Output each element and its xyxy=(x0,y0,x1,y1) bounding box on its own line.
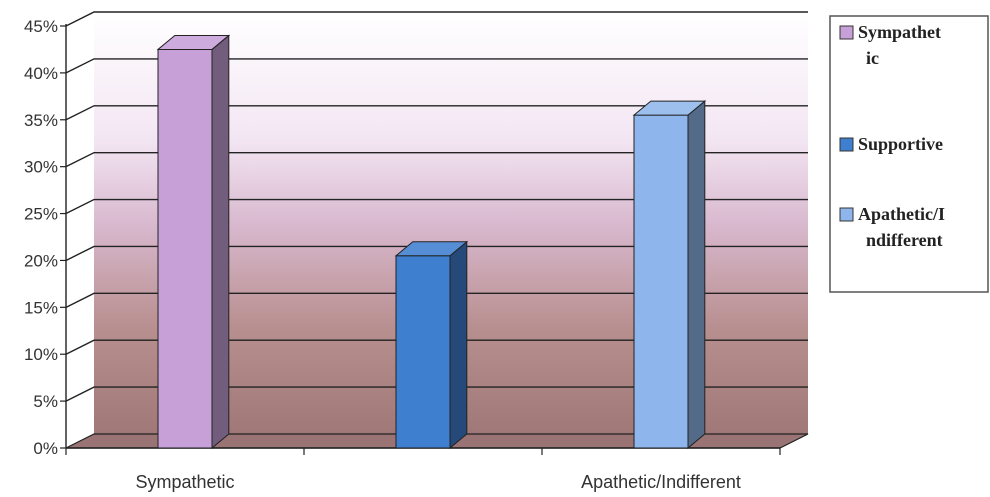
y-tick-label: 45% xyxy=(24,17,58,36)
x-axis-category-labels: Sympathetic Apathetic/Indifferent xyxy=(135,472,740,492)
gridline xyxy=(65,339,808,355)
bar-top xyxy=(394,241,469,257)
legend-label: Apathetic/I xyxy=(858,204,945,224)
bar-side xyxy=(211,34,230,450)
y-tick-label: 25% xyxy=(24,205,58,224)
gridline xyxy=(65,198,808,215)
gridline xyxy=(65,11,808,27)
y-tick-label: 20% xyxy=(24,251,58,270)
gridline xyxy=(65,245,808,262)
legend-label: ndifferent xyxy=(866,230,943,250)
legend-label: ic xyxy=(866,48,879,68)
y-tick-label: 35% xyxy=(24,111,58,130)
gridline xyxy=(65,292,808,308)
legend-label: Supportive xyxy=(858,134,943,154)
bar-front xyxy=(395,255,451,449)
bar-side xyxy=(687,100,706,450)
bars xyxy=(156,34,707,450)
bar-front xyxy=(157,48,213,449)
category-label: Apathetic/Indifferent xyxy=(581,472,741,492)
bar xyxy=(156,34,231,450)
bar xyxy=(394,240,469,450)
y-tick-label: 5% xyxy=(33,392,58,411)
bar-top xyxy=(632,100,707,116)
y-axis-tick-labels: 0% 5% 10% 15% 20% 25% 30% 35% 40% 45% xyxy=(24,17,58,458)
legend-swatch xyxy=(839,25,854,40)
y-tick-label: 10% xyxy=(24,345,58,364)
y-tick-label: 30% xyxy=(24,158,58,177)
gridline xyxy=(65,151,808,168)
legend-box xyxy=(829,15,989,293)
bar-top xyxy=(156,34,231,50)
category-label: Sympathetic xyxy=(135,472,234,492)
y-tick-label: 15% xyxy=(24,298,58,317)
y-tick-label: 40% xyxy=(24,64,58,83)
gridline xyxy=(65,105,808,121)
gridlines xyxy=(65,11,808,402)
bar-side xyxy=(449,240,468,450)
legend-swatch xyxy=(839,137,854,152)
bar xyxy=(632,100,707,450)
gridline xyxy=(65,386,808,402)
gridline xyxy=(65,58,808,74)
bar-front xyxy=(633,114,689,449)
legend-label: Sympathet xyxy=(858,22,941,42)
legend: Sympathet ic Supportive Apathetic/I ndiffere… xyxy=(829,15,989,293)
legend-swatch xyxy=(839,207,854,222)
y-tick-label: 0% xyxy=(33,439,58,458)
